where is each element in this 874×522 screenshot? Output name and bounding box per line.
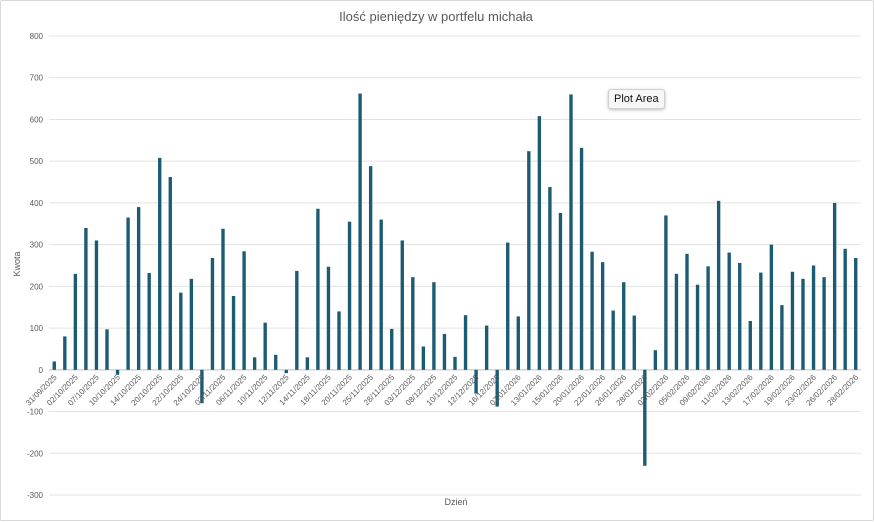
bar[interactable]	[337, 311, 341, 370]
bar[interactable]	[168, 177, 172, 370]
bar[interactable]	[600, 262, 605, 370]
y-tick-label: -100	[27, 408, 44, 417]
bar[interactable]	[727, 252, 731, 370]
y-tick-label: -200	[27, 449, 44, 458]
bar[interactable]	[653, 350, 658, 370]
bar[interactable]	[358, 93, 362, 370]
bar[interactable]	[579, 147, 584, 370]
y-tick-label: 500	[30, 157, 44, 166]
bar[interactable]	[105, 329, 109, 370]
bar[interactable]	[832, 202, 837, 370]
bar[interactable]	[854, 257, 858, 370]
y-tick-label: 200	[30, 282, 44, 291]
bar[interactable]	[432, 282, 436, 370]
y-tick-label: 700	[30, 74, 44, 83]
x-axis-ticks: 31/09/202502/10/202507/10/202510/10/2025…	[24, 372, 861, 407]
bar[interactable]	[569, 94, 573, 370]
bar[interactable]	[411, 277, 415, 370]
bar[interactable]	[780, 305, 784, 370]
bar[interactable]	[274, 354, 278, 370]
bar[interactable]	[474, 369, 478, 394]
bar[interactable]	[537, 116, 542, 370]
bar[interactable]	[811, 265, 816, 370]
bar[interactable]	[527, 151, 531, 370]
bar[interactable]	[843, 248, 847, 370]
bar[interactable]	[115, 369, 120, 375]
bar[interactable]	[622, 282, 626, 370]
bar[interactable]	[400, 240, 404, 370]
bar[interactable]	[516, 316, 520, 370]
bar[interactable]	[252, 357, 257, 370]
bar[interactable]	[390, 328, 394, 370]
y-tick-label: 600	[30, 115, 44, 124]
bar[interactable]	[73, 273, 78, 370]
bar[interactable]	[231, 295, 236, 370]
bar[interactable]	[147, 273, 151, 370]
bar[interactable]	[305, 357, 310, 370]
bar[interactable]	[674, 273, 679, 370]
bar[interactable]	[368, 166, 373, 370]
bar[interactable]	[685, 253, 689, 370]
bar[interactable]	[379, 219, 383, 370]
bar[interactable]	[495, 369, 499, 407]
bar[interactable]	[200, 369, 204, 404]
bar[interactable]	[158, 157, 162, 370]
bar[interactable]	[611, 310, 615, 370]
bar[interactable]	[347, 221, 352, 370]
bar[interactable]	[822, 277, 826, 370]
y-tick-label: 800	[30, 32, 44, 41]
bar[interactable]	[179, 292, 183, 370]
bar[interactable]	[442, 333, 447, 370]
bar[interactable]	[453, 356, 457, 370]
bar[interactable]	[221, 228, 225, 370]
bar[interactable]	[136, 207, 141, 370]
bar[interactable]	[210, 257, 215, 370]
bar[interactable]	[189, 278, 194, 370]
bar[interactable]	[295, 270, 299, 370]
y-tick-label: 100	[30, 324, 44, 333]
bar[interactable]	[632, 315, 636, 370]
bars	[52, 93, 858, 466]
bar[interactable]	[790, 271, 795, 370]
bar[interactable]	[484, 325, 489, 370]
bar[interactable]	[84, 227, 88, 370]
bar[interactable]	[326, 266, 331, 370]
plot-area-tooltip: Plot Area	[608, 89, 665, 109]
bar[interactable]	[664, 215, 668, 370]
x-axis-label: Dzień	[444, 497, 467, 507]
bar[interactable]	[506, 242, 510, 370]
y-axis-label: Kwota	[12, 251, 22, 276]
bar[interactable]	[748, 320, 752, 370]
bar[interactable]	[738, 262, 742, 370]
chart-title: Ilość pieniędzy w portfelu michała	[339, 9, 533, 24]
bar[interactable]	[284, 369, 288, 374]
bar[interactable]	[706, 266, 710, 370]
y-tick-label: 300	[30, 241, 44, 250]
bar[interactable]	[242, 251, 246, 370]
y-tick-label: 400	[30, 199, 44, 208]
bar[interactable]	[590, 251, 594, 370]
bar[interactable]	[463, 315, 468, 370]
bar[interactable]	[558, 212, 563, 370]
bar[interactable]	[52, 361, 56, 370]
bar[interactable]	[801, 278, 805, 370]
bar[interactable]	[695, 284, 700, 370]
bar[interactable]	[94, 240, 99, 370]
y-tick-label: 0	[39, 366, 44, 375]
y-axis-ticks: -300 -200 -100 0 100 200 300 400 500 600 700 800	[27, 32, 44, 500]
gridlines	[49, 35, 861, 496]
bar[interactable]	[548, 187, 552, 370]
bar[interactable]	[63, 336, 67, 370]
y-tick-label: -300	[27, 491, 44, 500]
bar[interactable]	[263, 322, 267, 370]
bar[interactable]	[759, 272, 763, 370]
bar[interactable]	[716, 200, 721, 370]
bar[interactable]	[316, 208, 320, 370]
bar[interactable]	[769, 244, 774, 370]
bar[interactable]	[643, 369, 647, 466]
bar[interactable]	[126, 217, 130, 370]
bar[interactable]	[421, 346, 426, 370]
